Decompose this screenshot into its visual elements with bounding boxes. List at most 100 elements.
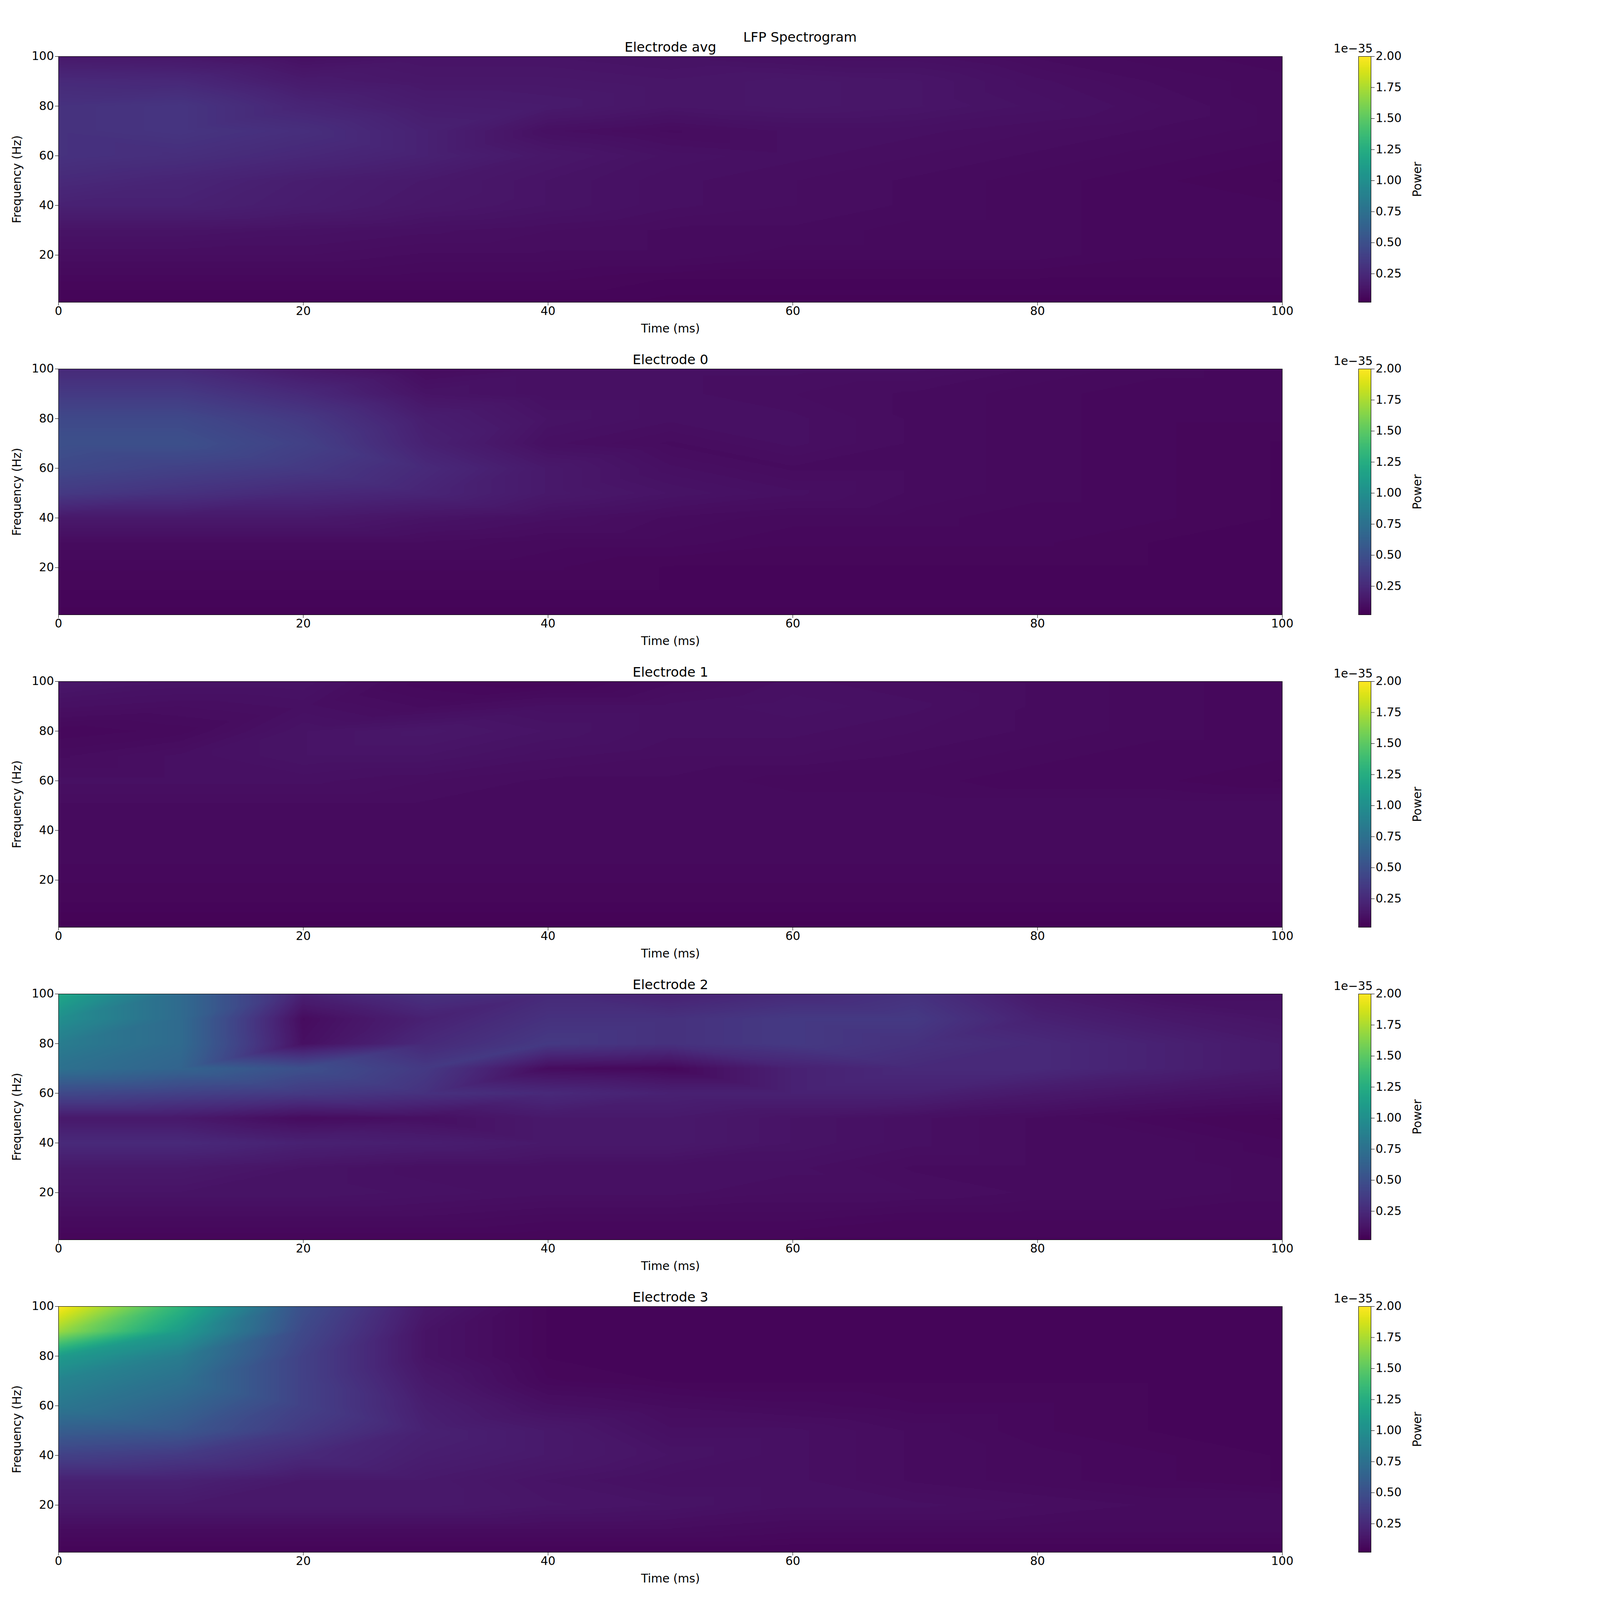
svg-text:60: 60 xyxy=(39,1086,55,1100)
svg-text:40: 40 xyxy=(540,304,556,318)
svg-text:1.50: 1.50 xyxy=(1375,111,1402,125)
svg-text:1.00: 1.00 xyxy=(1375,1110,1402,1125)
svg-text:100: 100 xyxy=(1271,616,1294,631)
svg-text:Time (ms): Time (ms) xyxy=(640,1259,700,1273)
svg-text:0.50: 0.50 xyxy=(1375,1485,1402,1500)
svg-text:1.25: 1.25 xyxy=(1375,455,1402,469)
svg-text:80: 80 xyxy=(39,411,55,426)
svg-text:20: 20 xyxy=(39,247,55,262)
svg-text:1.50: 1.50 xyxy=(1375,1361,1402,1375)
svg-text:60: 60 xyxy=(39,1398,55,1413)
svg-text:100: 100 xyxy=(1271,1241,1294,1256)
svg-text:Electrode 3: Electrode 3 xyxy=(632,1289,709,1305)
svg-text:1.75: 1.75 xyxy=(1375,705,1402,720)
svg-text:100: 100 xyxy=(31,1299,54,1313)
svg-text:80: 80 xyxy=(39,1349,55,1363)
svg-text:20: 20 xyxy=(39,872,55,887)
svg-text:1.25: 1.25 xyxy=(1375,142,1402,157)
svg-text:0.75: 0.75 xyxy=(1375,204,1402,219)
svg-text:20: 20 xyxy=(295,616,311,631)
svg-text:1.25: 1.25 xyxy=(1375,767,1402,782)
svg-text:Electrode avg: Electrode avg xyxy=(624,39,717,55)
svg-text:Frequency (Hz): Frequency (Hz) xyxy=(10,1072,24,1161)
svg-text:Time (ms): Time (ms) xyxy=(640,321,700,336)
svg-text:100: 100 xyxy=(31,361,54,376)
svg-text:Electrode 0: Electrode 0 xyxy=(632,351,709,368)
svg-text:0: 0 xyxy=(55,1241,63,1256)
svg-text:1.50: 1.50 xyxy=(1375,1048,1402,1063)
svg-text:0.25: 0.25 xyxy=(1375,891,1402,906)
svg-text:1e−35: 1e−35 xyxy=(1333,41,1373,56)
svg-text:80: 80 xyxy=(39,99,55,113)
svg-text:1.00: 1.00 xyxy=(1375,1423,1402,1438)
svg-text:1e−35: 1e−35 xyxy=(1333,666,1373,681)
svg-text:Power: Power xyxy=(1410,786,1425,823)
svg-text:1.50: 1.50 xyxy=(1375,736,1402,750)
svg-text:100: 100 xyxy=(31,49,54,63)
svg-text:1.75: 1.75 xyxy=(1375,1330,1402,1345)
svg-text:1.50: 1.50 xyxy=(1375,423,1402,438)
svg-text:20: 20 xyxy=(295,1554,311,1568)
svg-text:Frequency (Hz): Frequency (Hz) xyxy=(10,447,24,536)
svg-text:40: 40 xyxy=(39,823,55,838)
svg-text:60: 60 xyxy=(785,1241,801,1256)
svg-text:0.75: 0.75 xyxy=(1375,829,1402,844)
svg-text:40: 40 xyxy=(540,1241,556,1256)
svg-text:80: 80 xyxy=(1030,929,1045,943)
svg-text:60: 60 xyxy=(785,616,801,631)
svg-text:20: 20 xyxy=(295,929,311,943)
svg-text:1e−35: 1e−35 xyxy=(1333,354,1373,368)
svg-text:0.25: 0.25 xyxy=(1375,1516,1402,1531)
svg-text:40: 40 xyxy=(39,510,55,525)
svg-text:40: 40 xyxy=(540,1554,556,1568)
svg-text:20: 20 xyxy=(39,1497,55,1512)
svg-text:0: 0 xyxy=(55,304,63,318)
svg-text:0.75: 0.75 xyxy=(1375,1142,1402,1156)
svg-text:Electrode 2: Electrode 2 xyxy=(632,976,709,993)
svg-text:60: 60 xyxy=(785,929,801,943)
svg-text:0.75: 0.75 xyxy=(1375,517,1402,531)
svg-text:Time (ms): Time (ms) xyxy=(640,634,700,648)
svg-text:1.75: 1.75 xyxy=(1375,392,1402,407)
svg-text:Electrode 1: Electrode 1 xyxy=(632,664,709,680)
svg-text:2.00: 2.00 xyxy=(1375,49,1402,63)
svg-text:2.00: 2.00 xyxy=(1375,361,1402,376)
svg-text:20: 20 xyxy=(295,1241,311,1256)
svg-text:20: 20 xyxy=(39,1185,55,1200)
svg-text:20: 20 xyxy=(295,304,311,318)
svg-text:80: 80 xyxy=(1030,1241,1045,1256)
svg-text:1.25: 1.25 xyxy=(1375,1080,1402,1094)
svg-text:60: 60 xyxy=(39,461,55,475)
svg-text:1.00: 1.00 xyxy=(1375,798,1402,813)
svg-text:40: 40 xyxy=(540,929,556,943)
svg-text:0: 0 xyxy=(55,1554,63,1568)
svg-text:0.50: 0.50 xyxy=(1375,235,1402,250)
svg-text:100: 100 xyxy=(31,986,54,1001)
svg-text:1.75: 1.75 xyxy=(1375,80,1402,95)
svg-text:60: 60 xyxy=(785,304,801,318)
svg-text:Frequency (Hz): Frequency (Hz) xyxy=(10,760,24,849)
svg-text:100: 100 xyxy=(1271,929,1294,943)
svg-text:80: 80 xyxy=(1030,1554,1045,1568)
svg-text:40: 40 xyxy=(39,1135,55,1150)
svg-text:100: 100 xyxy=(31,674,54,688)
svg-text:0.50: 0.50 xyxy=(1375,1172,1402,1187)
svg-text:0: 0 xyxy=(55,616,63,631)
svg-text:0.25: 0.25 xyxy=(1375,579,1402,593)
svg-text:Power: Power xyxy=(1410,1411,1425,1448)
svg-text:100: 100 xyxy=(1271,1554,1294,1568)
svg-text:2.00: 2.00 xyxy=(1375,986,1402,1001)
svg-text:1.75: 1.75 xyxy=(1375,1017,1402,1032)
svg-text:Time (ms): Time (ms) xyxy=(640,1571,700,1586)
svg-text:40: 40 xyxy=(540,616,556,631)
svg-text:80: 80 xyxy=(39,724,55,738)
svg-text:0.75: 0.75 xyxy=(1375,1454,1402,1469)
svg-text:Power: Power xyxy=(1410,1099,1425,1135)
svg-text:100: 100 xyxy=(1271,304,1294,318)
svg-text:40: 40 xyxy=(39,198,55,213)
svg-text:0: 0 xyxy=(55,929,63,943)
svg-text:1.25: 1.25 xyxy=(1375,1392,1402,1407)
svg-text:60: 60 xyxy=(39,773,55,788)
svg-text:80: 80 xyxy=(1030,616,1045,631)
svg-text:40: 40 xyxy=(39,1448,55,1463)
